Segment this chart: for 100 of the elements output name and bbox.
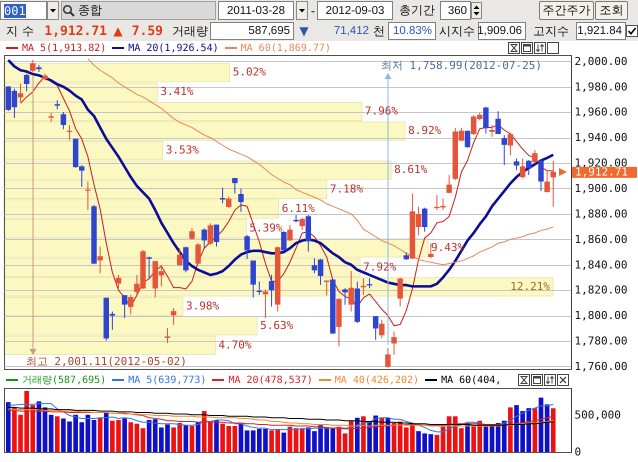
bar xyxy=(122,418,127,452)
y-tick-label: 0 xyxy=(574,446,582,458)
candlestick xyxy=(342,288,348,306)
legend-label: MA 5(639,773) xyxy=(128,374,206,386)
text: 10.83% xyxy=(392,25,432,37)
candlestick xyxy=(128,294,134,315)
candlestick xyxy=(379,319,385,339)
legend-label: MA 60(404, xyxy=(441,374,502,386)
candlestick xyxy=(97,246,103,274)
candlestick xyxy=(183,246,189,273)
candlestick xyxy=(366,278,372,289)
y-tick-label: 1,940.00 xyxy=(574,131,628,144)
series-label: 거래량(587,695) xyxy=(22,374,106,387)
candlestick xyxy=(256,281,262,296)
candlestick xyxy=(324,280,330,296)
line-series xyxy=(8,403,554,432)
text: 주간주가 xyxy=(542,2,590,19)
bar xyxy=(550,408,556,452)
candlestick xyxy=(532,150,538,164)
candlestick xyxy=(250,260,256,298)
candlestick xyxy=(220,187,226,204)
bar xyxy=(190,426,194,452)
candlestick xyxy=(208,222,214,246)
candlestick xyxy=(550,160,556,208)
candlestick xyxy=(526,160,532,176)
candlestick xyxy=(464,130,470,148)
legend-label: MA 5(1,913.82) xyxy=(22,42,106,54)
y-tick-label: 1,900.00 xyxy=(574,182,628,195)
legend-label: MA 20(1,926.54) xyxy=(128,42,219,54)
candlestick xyxy=(30,59,36,73)
candlestick xyxy=(544,170,550,193)
candlestick xyxy=(202,228,207,249)
candlestick xyxy=(385,348,391,368)
candlestick xyxy=(446,174,452,194)
text: 001 xyxy=(4,4,26,18)
candlestick xyxy=(66,124,72,141)
bar xyxy=(532,408,538,452)
bar xyxy=(6,402,11,452)
candlestick xyxy=(502,134,507,166)
candlestick xyxy=(508,132,514,156)
text: 7.59 xyxy=(132,24,163,38)
bar xyxy=(196,422,200,452)
candlestick xyxy=(244,234,250,260)
candlestick xyxy=(164,328,170,344)
text: 고지수 xyxy=(533,22,569,40)
candlestick xyxy=(177,248,182,266)
candlestick xyxy=(514,158,520,171)
candlestick xyxy=(483,106,489,134)
y-tick-label: 1,840.00 xyxy=(574,258,628,272)
y-tick-label: 1,760.00 xyxy=(574,360,628,373)
data-label: 7.92% xyxy=(363,260,397,274)
candlestick xyxy=(262,289,268,319)
candlestick xyxy=(18,83,24,103)
data-label: 5.02% xyxy=(232,66,266,79)
text: 지 수 xyxy=(6,22,34,40)
data-label: 7.18% xyxy=(330,182,364,196)
candlestick xyxy=(214,224,220,248)
candlestick xyxy=(538,158,544,192)
candlestick xyxy=(226,196,232,208)
candlestick xyxy=(422,207,428,232)
candlestick xyxy=(170,308,176,326)
text: 거래량 xyxy=(172,22,208,40)
text: - xyxy=(310,4,316,18)
text: 2011-03-28 xyxy=(227,4,285,16)
data-label: 5.63% xyxy=(260,318,294,332)
text: 71,412 xyxy=(334,25,369,37)
candlestick xyxy=(281,230,287,252)
bar xyxy=(508,407,513,452)
y-tick-label: 1,800.00 xyxy=(574,309,628,322)
candlestick xyxy=(495,110,501,134)
bar xyxy=(54,416,60,452)
candlestick xyxy=(195,242,201,265)
text: 천 xyxy=(373,22,385,40)
text: 1,909.06 xyxy=(477,25,522,37)
annotation: 최고 2,001.11(2012-05-02) xyxy=(26,355,187,368)
data-label: 8.61% xyxy=(394,163,428,176)
legend-label: MA 20(478,537) xyxy=(228,374,313,386)
candlestick xyxy=(287,224,293,242)
candlestick xyxy=(299,217,305,231)
y-tick-label: 1,980.00 xyxy=(574,80,628,94)
y-tick-label: 1,820.00 xyxy=(574,284,628,297)
candlestick xyxy=(232,178,238,194)
legend-label: MA 60(1,869.77) xyxy=(240,42,331,54)
data-label: 4.70% xyxy=(218,338,252,352)
data-label: 8.92% xyxy=(408,124,442,138)
text: 시지수 xyxy=(439,22,475,40)
text: 총기간 xyxy=(399,2,435,19)
text: ▼ xyxy=(299,24,309,38)
annotation: 최저 1,758.99(2012-07-25) xyxy=(380,59,542,72)
candlestick xyxy=(54,100,60,110)
y-tick-label: 500,000 xyxy=(574,408,621,422)
candlestick xyxy=(372,316,378,340)
candlestick xyxy=(397,277,403,307)
bar xyxy=(98,418,102,452)
bar xyxy=(282,432,286,452)
candlestick xyxy=(60,111,66,130)
candlestick xyxy=(520,158,526,179)
text: 587,695 xyxy=(248,25,290,37)
text: ▲ xyxy=(113,24,123,38)
data-label: 6.11% xyxy=(282,202,316,215)
